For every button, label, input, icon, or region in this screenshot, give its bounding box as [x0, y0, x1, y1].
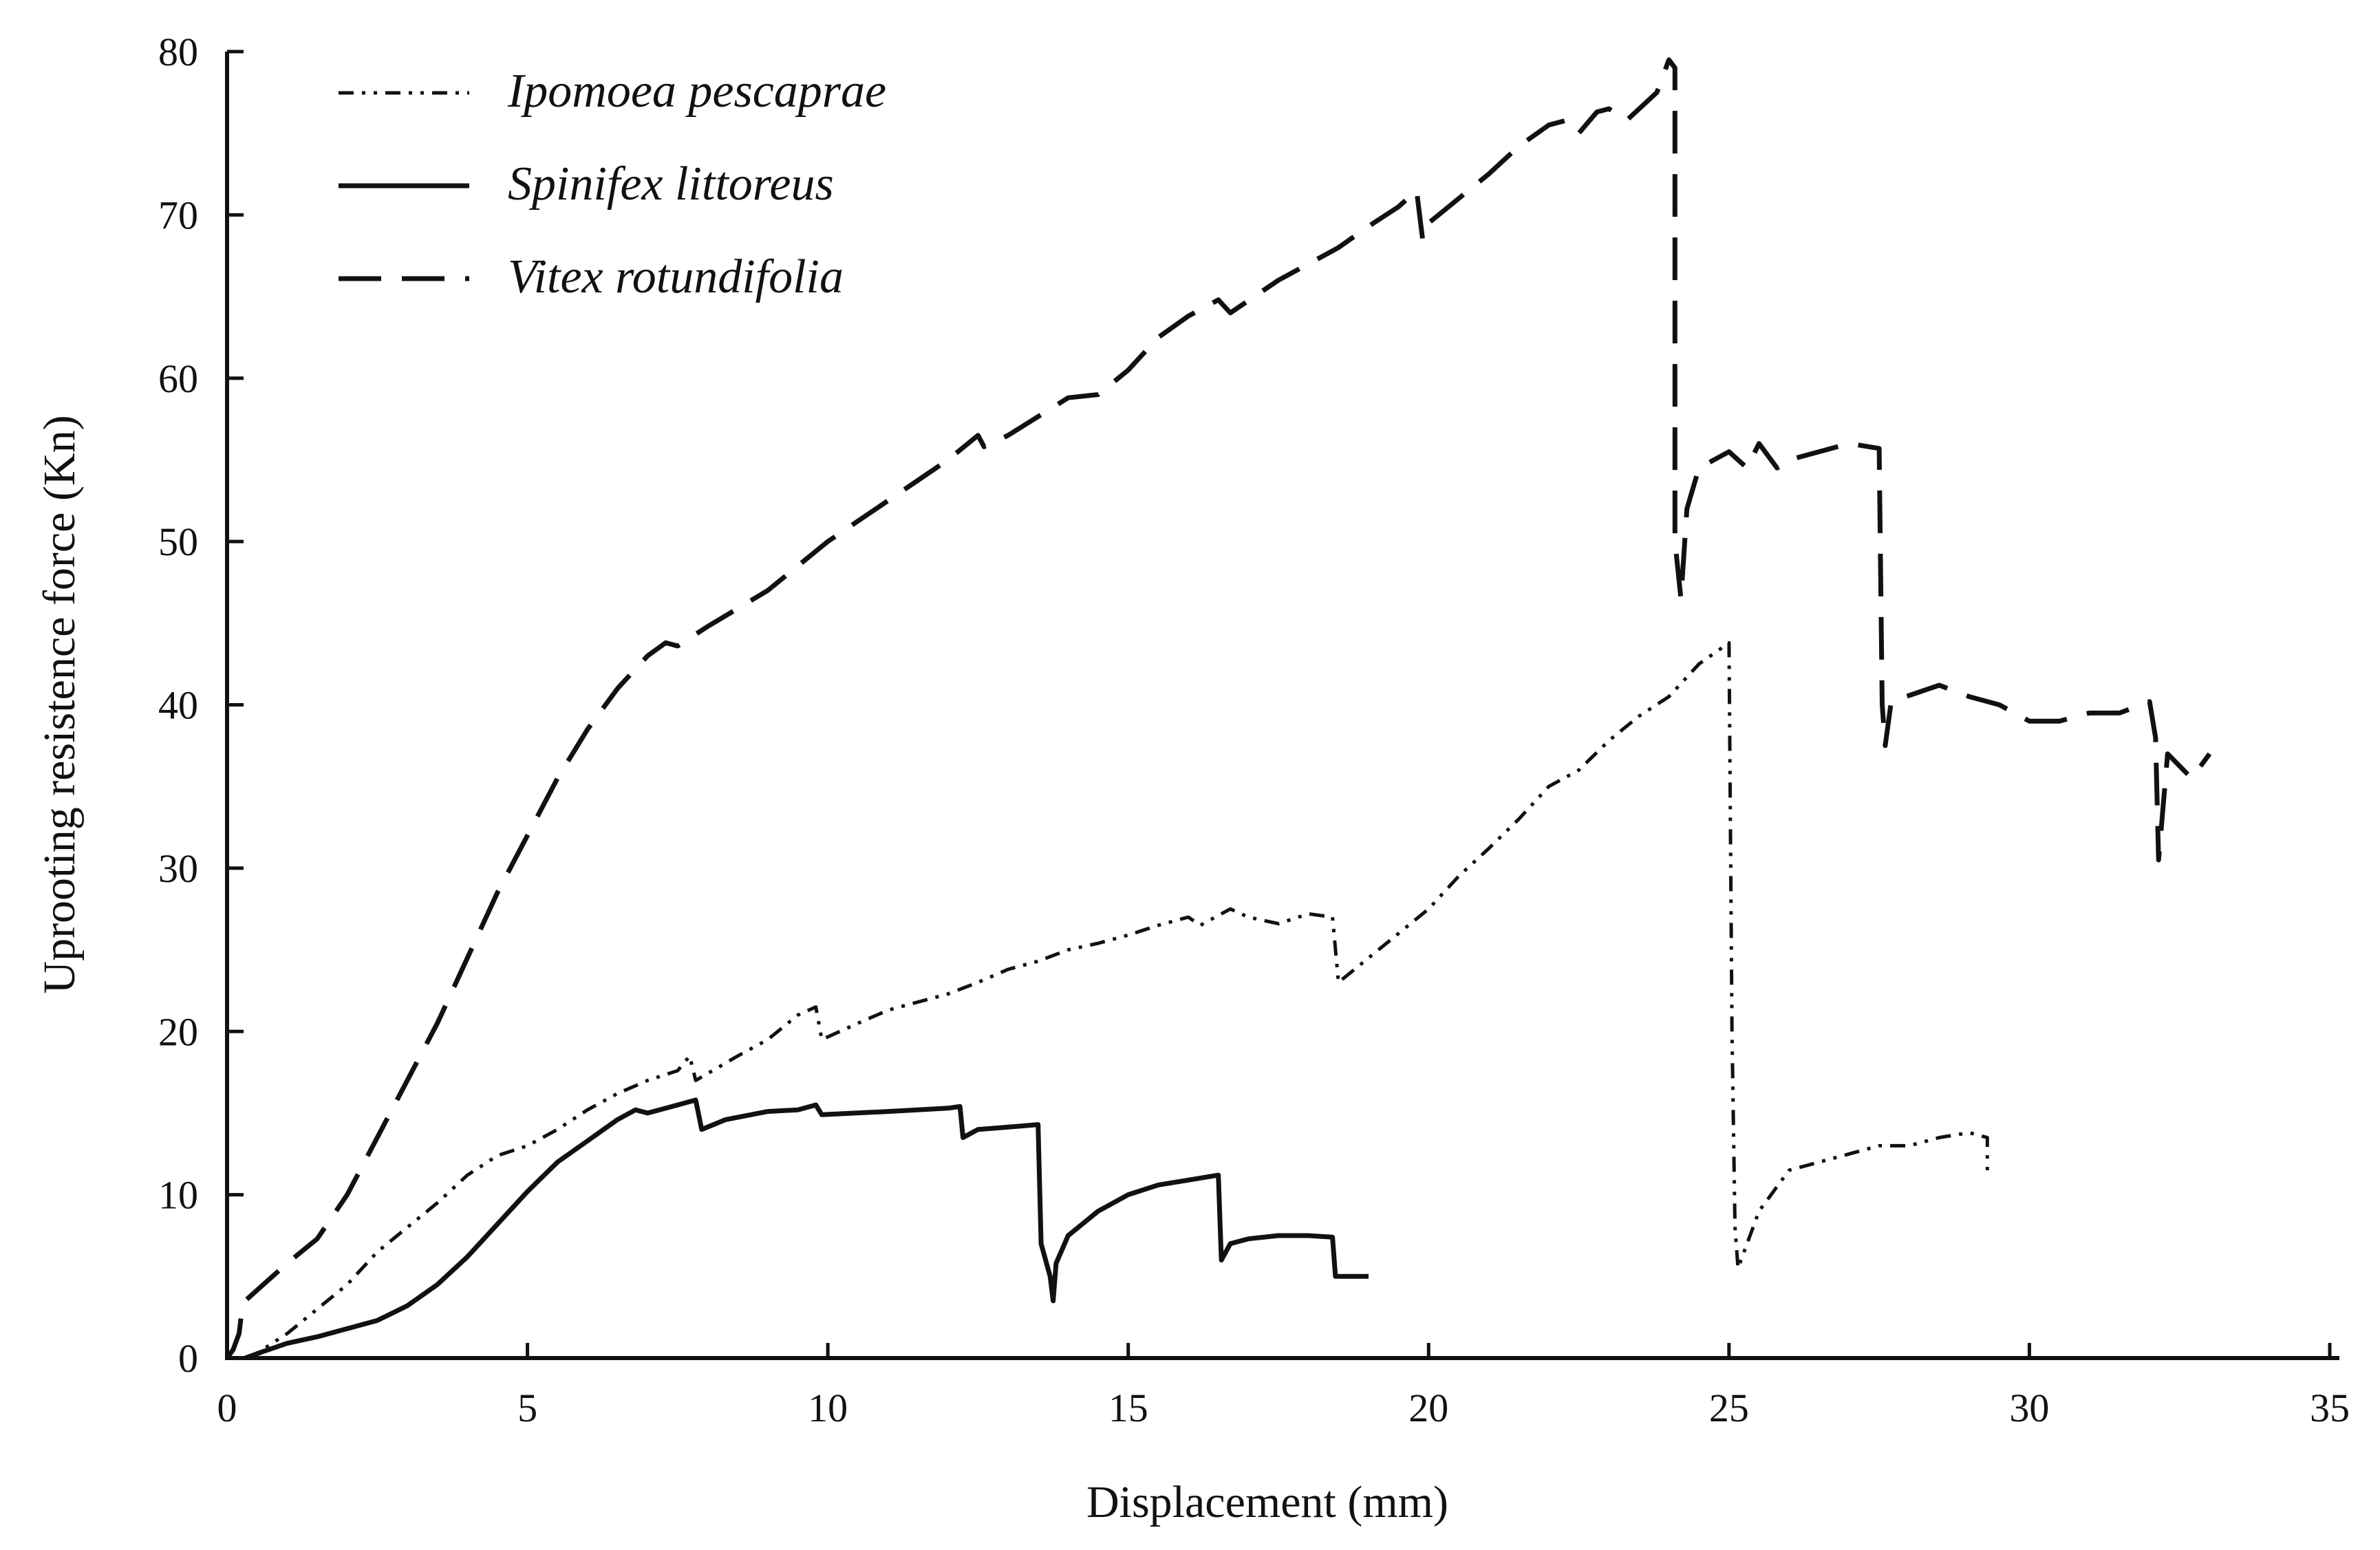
y-tick-label: 80 — [158, 30, 198, 74]
series-layer — [225, 57, 2212, 1361]
y-tick-label: 70 — [158, 193, 198, 237]
y-tick-label: 50 — [158, 519, 198, 564]
axes — [225, 52, 2339, 1360]
legend-label: Vitex rotundifolia — [508, 250, 844, 303]
y-tick-label: 40 — [158, 683, 198, 728]
y-tick-label: 20 — [158, 1009, 198, 1054]
y-axis-title: Uprooting resistence force (Kn) — [34, 415, 85, 993]
x-tick-label: 20 — [1408, 1386, 1448, 1430]
x-tick-label: 0 — [217, 1386, 237, 1430]
y-tick-label: 10 — [158, 1173, 198, 1218]
series-line-ipomoea-pescaprae — [244, 641, 1989, 1360]
x-ticks: 0 5 10 15 20 25 30 35 — [217, 1343, 2350, 1430]
x-tick-label: 10 — [808, 1386, 848, 1430]
y-tick-label: 30 — [158, 846, 198, 891]
legend-label: Ipomoea pescaprae — [507, 65, 886, 118]
legend: Ipomoea pescaprae Spinifex littoreus Vitex… — [339, 65, 886, 303]
y-ticks: 0 10 20 30 40 50 60 70 80 — [158, 30, 244, 1381]
legend-label: Spinifex littoreus — [508, 158, 834, 211]
x-tick-label: 15 — [1108, 1386, 1148, 1430]
x-tick-label: 25 — [1709, 1386, 1749, 1430]
y-tick-label: 60 — [158, 356, 198, 401]
series-line-spinifex-littoreus — [244, 1097, 1369, 1361]
x-axis-title: Displacement (mm) — [1086, 1477, 1448, 1527]
x-tick-label: 30 — [2009, 1386, 2049, 1430]
x-tick-label: 35 — [2310, 1386, 2350, 1430]
x-tick-label: 5 — [517, 1386, 537, 1430]
series-line-vitex-rotundifolia — [225, 57, 2212, 1360]
y-tick-label: 0 — [178, 1336, 198, 1381]
